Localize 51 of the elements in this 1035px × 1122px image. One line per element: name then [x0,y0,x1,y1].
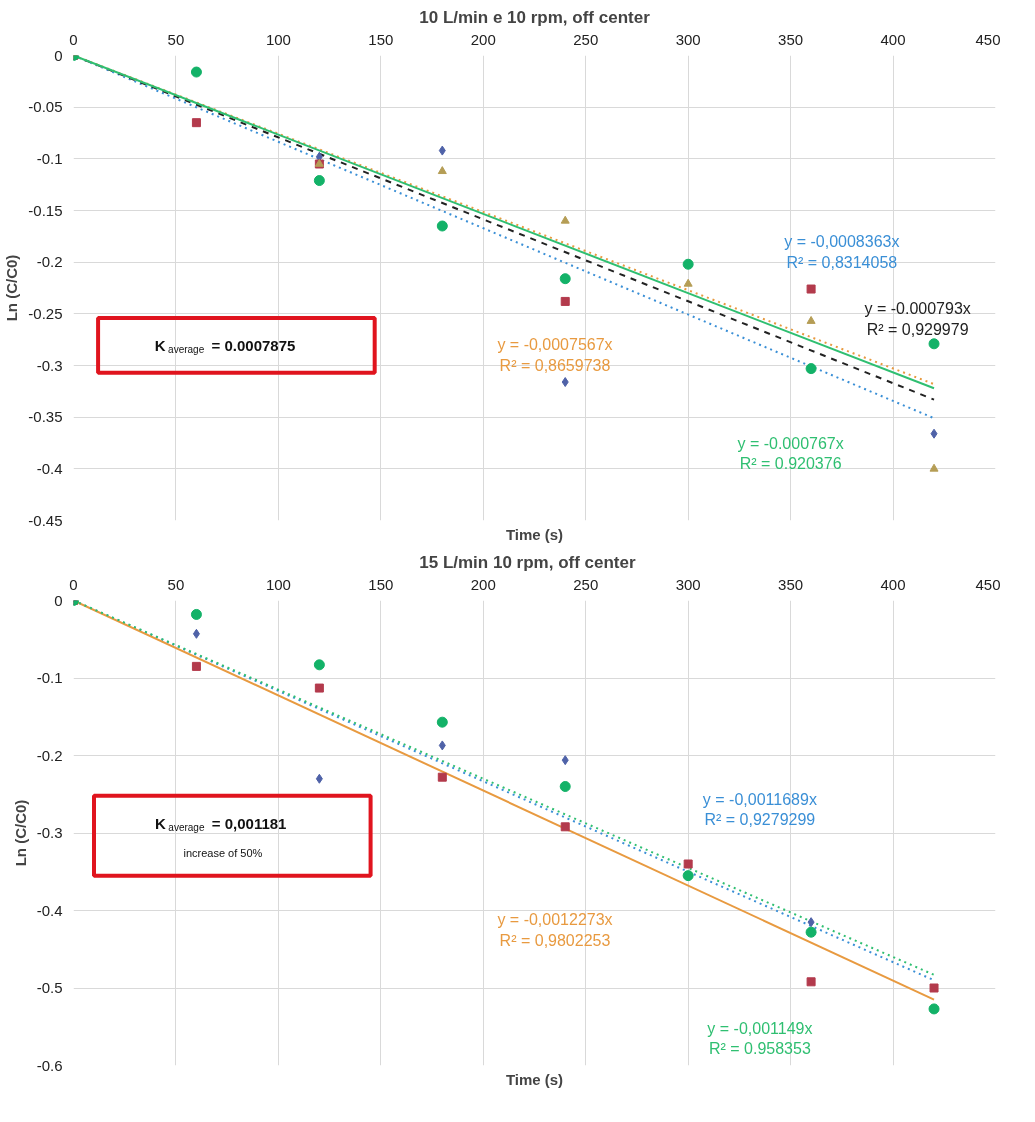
x-tick-label: 400 [880,575,906,593]
text: y = -0,0008363x R² = 0,8314058 [784,233,900,271]
y-axis-title: Ln (C/C0) [3,254,21,322]
x-axis-title: Time (s) [505,525,564,543]
x-tick-label: 350 [778,30,804,48]
x-tick-label: 200 [470,30,496,48]
x-tick-label: 0 [69,575,78,593]
y-tick-label: -0.2 [36,253,63,271]
x-tick-label: 350 [778,575,804,593]
y-tick-label: -0.1 [36,669,63,686]
y-tick-label: -0.45 [28,511,63,529]
text: y = -0,0012273x R² = 0,9802253 [497,911,613,949]
y-tick-label: -0.5 [36,979,63,996]
x-tick-label: 50 [167,30,185,48]
x-tick-label: 250 [573,575,599,593]
x-tick-label: 100 [265,30,291,48]
y-tick-label: -0.1 [36,149,63,167]
x-tick-label: 400 [880,30,906,48]
chart-title: 10 L/min e 10 rpm, off center [419,7,651,27]
y-tick-label: -0.2 [36,746,63,764]
x-tick-label: 0 [69,30,78,48]
x-tick-label: 450 [975,30,1001,48]
text: y = -0.000767x R² = 0.920376 [737,434,844,473]
x-tick-label: 50 [167,575,185,593]
annotation: increase of 50% [183,847,263,860]
x-tick-label: 150 [368,575,394,593]
x-tick-label: 450 [975,575,1001,593]
x-tick-label: 250 [573,30,599,48]
series-label: y = -0.000793x R² = 0,929979 [864,300,971,338]
y-tick-label: -0.3 [36,824,63,841]
text: y = -0,0011689x R² = 0,9279299 [702,791,817,829]
x-axis-title: Time (s) [505,1070,564,1088]
x-tick-label: 100 [265,575,291,593]
chart-title: 15 L/min 10 rpm, off center [419,552,636,572]
y-tick-label: -0.4 [36,901,63,919]
x-tick-label: 200 [470,575,496,593]
x-tick-label: 300 [675,30,701,48]
text: y = -0,001149x R² = 0.958353 [707,1019,813,1058]
y-tick-label: -0.15 [28,201,63,219]
y-tick-label: -0.6 [36,1056,63,1074]
text: y = -0,0007567x R² = 0,8659738 [497,336,613,374]
x-tick-label: 150 [368,30,394,48]
y-tick-label: -0.3 [36,356,63,374]
y-tick-label: -0.4 [36,459,63,477]
y-tick-label: -0.25 [28,304,63,322]
x-tick-label: 300 [675,575,701,593]
y-tick-label: -0.35 [28,408,63,426]
y-axis-title: Ln (C/C0) [11,799,29,867]
y-tick-label: 0 [54,46,63,64]
y-tick-label: -0.05 [28,98,63,116]
y-tick-label: 0 [54,591,63,609]
